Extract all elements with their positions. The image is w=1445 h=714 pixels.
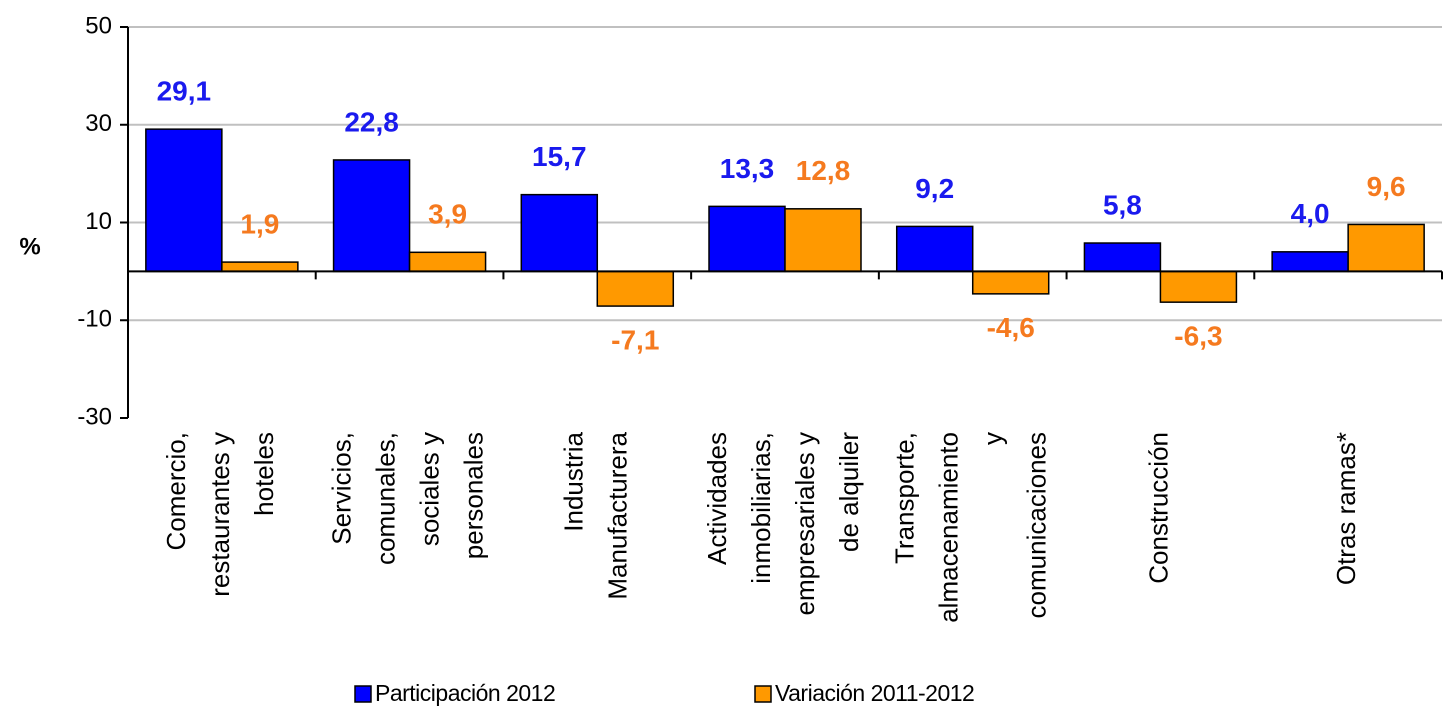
y-tick-label: -30 — [77, 403, 112, 430]
bar — [895, 225, 974, 273]
bar — [1347, 223, 1425, 273]
value-label: 9,2 — [915, 173, 954, 204]
value-label: 1,9 — [240, 208, 279, 239]
value-label: -7,1 — [611, 324, 659, 355]
value-label: 12,8 — [796, 155, 851, 186]
y-tick-label: 30 — [85, 110, 112, 137]
value-label: 22,8 — [344, 106, 399, 137]
bar — [221, 261, 299, 273]
legend-label: Participación 2012 — [375, 680, 555, 706]
bar — [145, 128, 223, 273]
x-tick-label: Comercio, restaurantes y hoteles — [161, 432, 279, 597]
bar — [408, 251, 487, 273]
value-label: -4,6 — [987, 312, 1035, 343]
value-label: 15,7 — [532, 141, 587, 172]
value-label: 13,3 — [720, 153, 775, 184]
bar — [332, 159, 411, 273]
value-label: 3,9 — [428, 199, 467, 230]
x-tick-label: Industria Manufacturera — [558, 431, 632, 599]
x-tick-label: Servicios, comunales, sociales y personales — [326, 432, 488, 565]
bar — [1083, 242, 1162, 273]
bar — [971, 270, 1050, 295]
bar — [1159, 270, 1238, 303]
legend-label: Variación 2011-2012 — [775, 680, 974, 706]
value-label: 9,6 — [1367, 171, 1406, 202]
x-tick-label: Construcción — [1143, 432, 1173, 584]
bar — [520, 193, 599, 273]
x-tick-label: Actividades inmobiliarias, empresariales y… — [702, 432, 864, 616]
y-axis-label: % — [19, 233, 40, 260]
legend-swatch — [754, 685, 772, 703]
y-tick-label: 10 — [85, 208, 112, 235]
y-tick-label: 50 — [85, 12, 112, 39]
legend-swatch — [354, 685, 372, 703]
x-tick-label: Otras ramas* — [1331, 432, 1361, 585]
bar — [596, 270, 675, 307]
bar — [784, 208, 862, 273]
bar — [708, 205, 786, 273]
value-label: -6,3 — [1174, 321, 1222, 352]
value-label: 29,1 — [157, 76, 212, 107]
value-label: 5,8 — [1103, 189, 1142, 220]
value-label: 4,0 — [1291, 198, 1330, 229]
x-tick-label: Transporte, almacenamiento y comunicaciones — [890, 432, 1052, 623]
y-tick-label: -10 — [77, 306, 112, 333]
bar — [1271, 251, 1349, 273]
